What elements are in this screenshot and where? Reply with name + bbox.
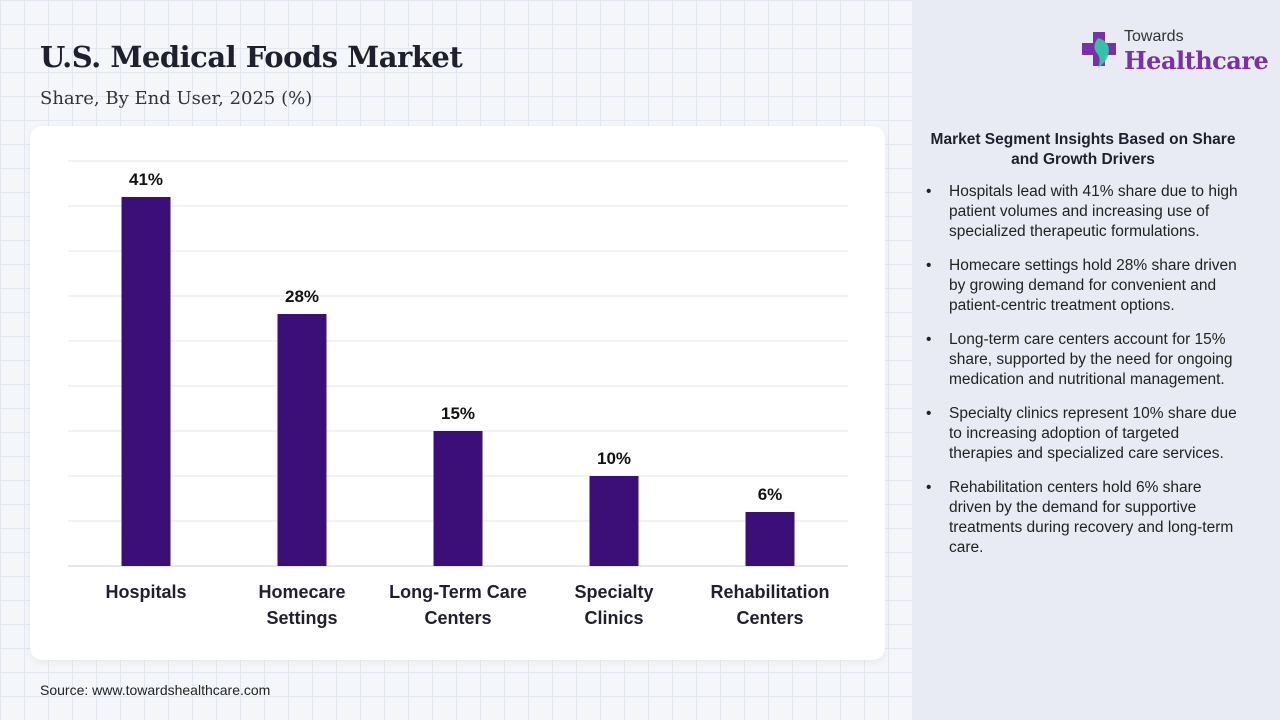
category-label: Centers <box>424 608 491 628</box>
insight-text: Homecare settings hold 28% share driven … <box>949 257 1237 314</box>
medical-cross-icon <box>1082 32 1116 68</box>
category-label: Specialty <box>574 582 653 602</box>
bullet-icon: • <box>926 183 932 200</box>
category-label: Homecare <box>258 582 345 602</box>
insight-text: Long-term care centers account for 15% s… <box>949 331 1233 388</box>
category-label: Rehabilitation <box>710 582 829 602</box>
bar <box>745 512 795 566</box>
category-label: Long-Term Care <box>389 582 527 602</box>
data-label: 10% <box>597 449 631 468</box>
bullet-icon: • <box>926 479 932 496</box>
bar <box>589 476 639 566</box>
insight-item: • Rehabilitation centers hold 6% share dr… <box>922 478 1244 558</box>
insight-item: • Long-term care centers account for 15% … <box>922 330 1244 390</box>
data-label: 6% <box>758 485 783 504</box>
bar <box>433 431 483 566</box>
insight-text: Hospitals lead with 41% share due to hig… <box>949 183 1238 240</box>
data-label: 41% <box>129 170 163 189</box>
data-label: 15% <box>441 404 475 423</box>
bar <box>277 314 327 566</box>
insight-item: • Hospitals lead with 41% share due to hi… <box>922 182 1244 242</box>
category-label: Clinics <box>584 608 643 628</box>
bullet-icon: • <box>926 331 932 348</box>
insights-title: Market Segment Insights Based on Share a… <box>930 131 1236 168</box>
bar <box>121 197 171 566</box>
source-note: Source: www.towardshealthcare.com <box>40 682 271 698</box>
insights-section: Market Segment Insights Based on Share a… <box>922 130 1244 572</box>
category-label: Hospitals <box>105 582 186 602</box>
insights-panel-background <box>912 0 1280 720</box>
insight-item: • Homecare settings hold 28% share driven… <box>922 256 1244 316</box>
page-title: U.S. Medical Foods Market <box>40 40 463 74</box>
insight-text: Specialty clinics represent 10% share du… <box>949 405 1237 462</box>
logo-text-towards: Towards <box>1124 28 1184 45</box>
chart-card: 41% Hospitals 28% Homecare Settings 15% Long-T… <box>30 126 885 660</box>
data-label: 28% <box>285 287 319 306</box>
insight-item: • Specialty clinics represent 10% share d… <box>922 404 1244 464</box>
page-subtitle: Share, By End User, 2025 (%) <box>40 88 313 109</box>
bar-chart: 41% Hospitals 28% Homecare Settings 15% Long-T… <box>68 160 848 628</box>
brand-logo: Towards Healthcare <box>1080 28 1269 80</box>
category-label: Centers <box>736 608 803 628</box>
insight-text: Rehabilitation centers hold 6% share dri… <box>949 479 1234 556</box>
bullet-icon: • <box>926 257 932 274</box>
category-label: Settings <box>266 608 337 628</box>
bullet-icon: • <box>926 405 932 422</box>
insights-list: • Hospitals lead with 41% share due to hi… <box>922 182 1244 558</box>
logo-text-healthcare: Healthcare <box>1124 46 1269 75</box>
